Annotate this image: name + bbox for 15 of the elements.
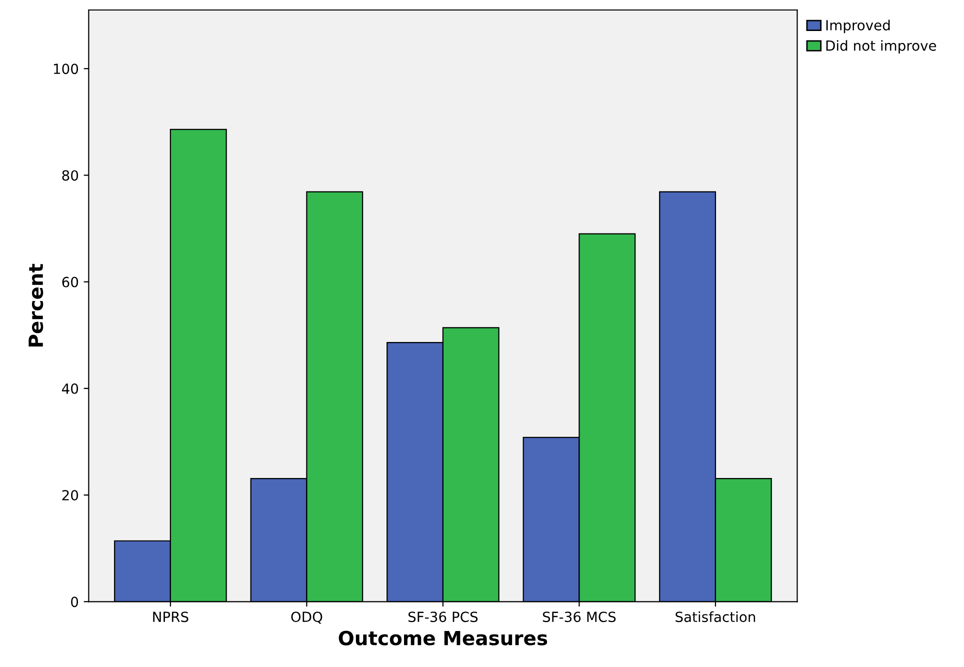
- y-tick-label: 100: [54, 64, 78, 74]
- y-tick-label: 40: [62, 383, 78, 394]
- x-tick-label: SF-36 MCS: [542, 612, 616, 622]
- x-tick-label: ODQ: [291, 612, 322, 624]
- x-tick-label: Satisfaction: [676, 611, 756, 622]
- y-tick-label: 0: [71, 596, 78, 608]
- legend-label: Did not improve: [826, 40, 936, 54]
- y-tick-label: 60: [62, 276, 78, 288]
- x-tick-label: SF-36 PCS: [408, 612, 478, 622]
- x-axis-title: Outcome Measures: [338, 630, 548, 646]
- y-axis-title: Percent: [28, 264, 44, 346]
- legend-label: Improved: [826, 20, 890, 34]
- y-tick-label: 80: [62, 170, 78, 181]
- y-tick-label: 20: [62, 490, 78, 501]
- x-tick-label: NPRS: [153, 612, 188, 622]
